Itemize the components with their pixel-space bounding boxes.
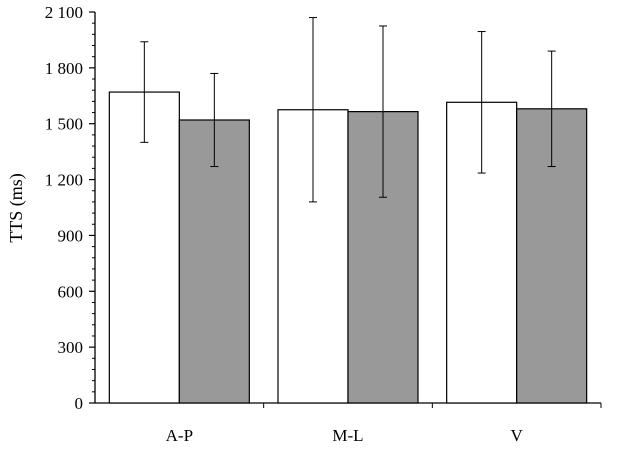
y-tick-label: 0 xyxy=(75,394,84,413)
y-tick-label: 600 xyxy=(58,282,84,301)
x-tick-label: A-P xyxy=(166,426,193,445)
plot-area: 0 300 600 900 1 200 1 500 1 800 2 100 A-P M-L V xyxy=(45,3,602,445)
y-tick-label: 1 800 xyxy=(45,59,83,78)
y-tick-label: 900 xyxy=(58,226,84,245)
y-tick-label: 1 500 xyxy=(45,115,83,134)
y-axis-title: TTS (ms) xyxy=(6,173,27,243)
y-tick-label: 2 100 xyxy=(45,3,83,22)
y-tick-label: 300 xyxy=(58,338,84,357)
bar-a-p-series1 xyxy=(108,91,180,404)
y-tick-label: 1 200 xyxy=(45,171,83,190)
x-tick-label: V xyxy=(511,426,524,445)
x-tick-label: M-L xyxy=(332,426,363,445)
bar-a-p-series2 xyxy=(178,119,250,404)
